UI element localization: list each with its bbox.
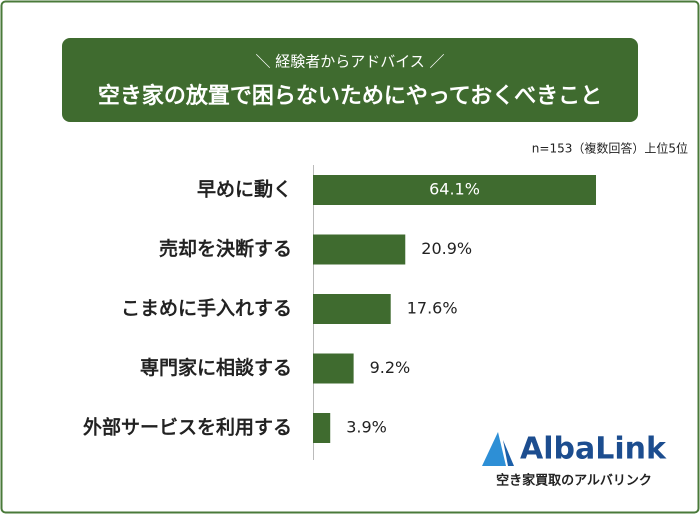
chart-subtitle: ＼ 経験者からアドバイス ／	[255, 53, 444, 71]
logo-icon	[482, 432, 506, 466]
bar	[313, 294, 391, 324]
category-label: こまめに手入れする	[121, 297, 292, 320]
category-label: 早めに動く	[197, 179, 292, 201]
logo-tagline: 空き家買取のアルバリンク	[496, 473, 652, 489]
value-label: 17.6%	[407, 299, 458, 318]
category-label: 専門家に相談する	[140, 356, 292, 379]
bar	[313, 353, 354, 384]
note: n=153（複数回答）上位5位	[532, 141, 688, 156]
logo-icon	[503, 440, 514, 466]
chart-title: 空き家の放置で困らないためにやっておくべきこと	[98, 83, 602, 109]
value-label: 9.2%	[370, 358, 411, 377]
title-box	[62, 38, 638, 122]
bar	[313, 234, 406, 265]
category-label: 外部サービスを利用する	[83, 416, 292, 439]
bar	[313, 413, 331, 443]
value-label: 64.1%	[429, 180, 480, 199]
value-label: 20.9%	[421, 239, 472, 258]
category-label: 売却を決断する	[159, 237, 292, 260]
logo-name: AlbaLink	[520, 432, 667, 467]
bar	[313, 175, 597, 205]
value-label: 3.9%	[346, 418, 387, 437]
logo: AlbaLink 空き家買取のアルバリンク	[482, 432, 667, 489]
